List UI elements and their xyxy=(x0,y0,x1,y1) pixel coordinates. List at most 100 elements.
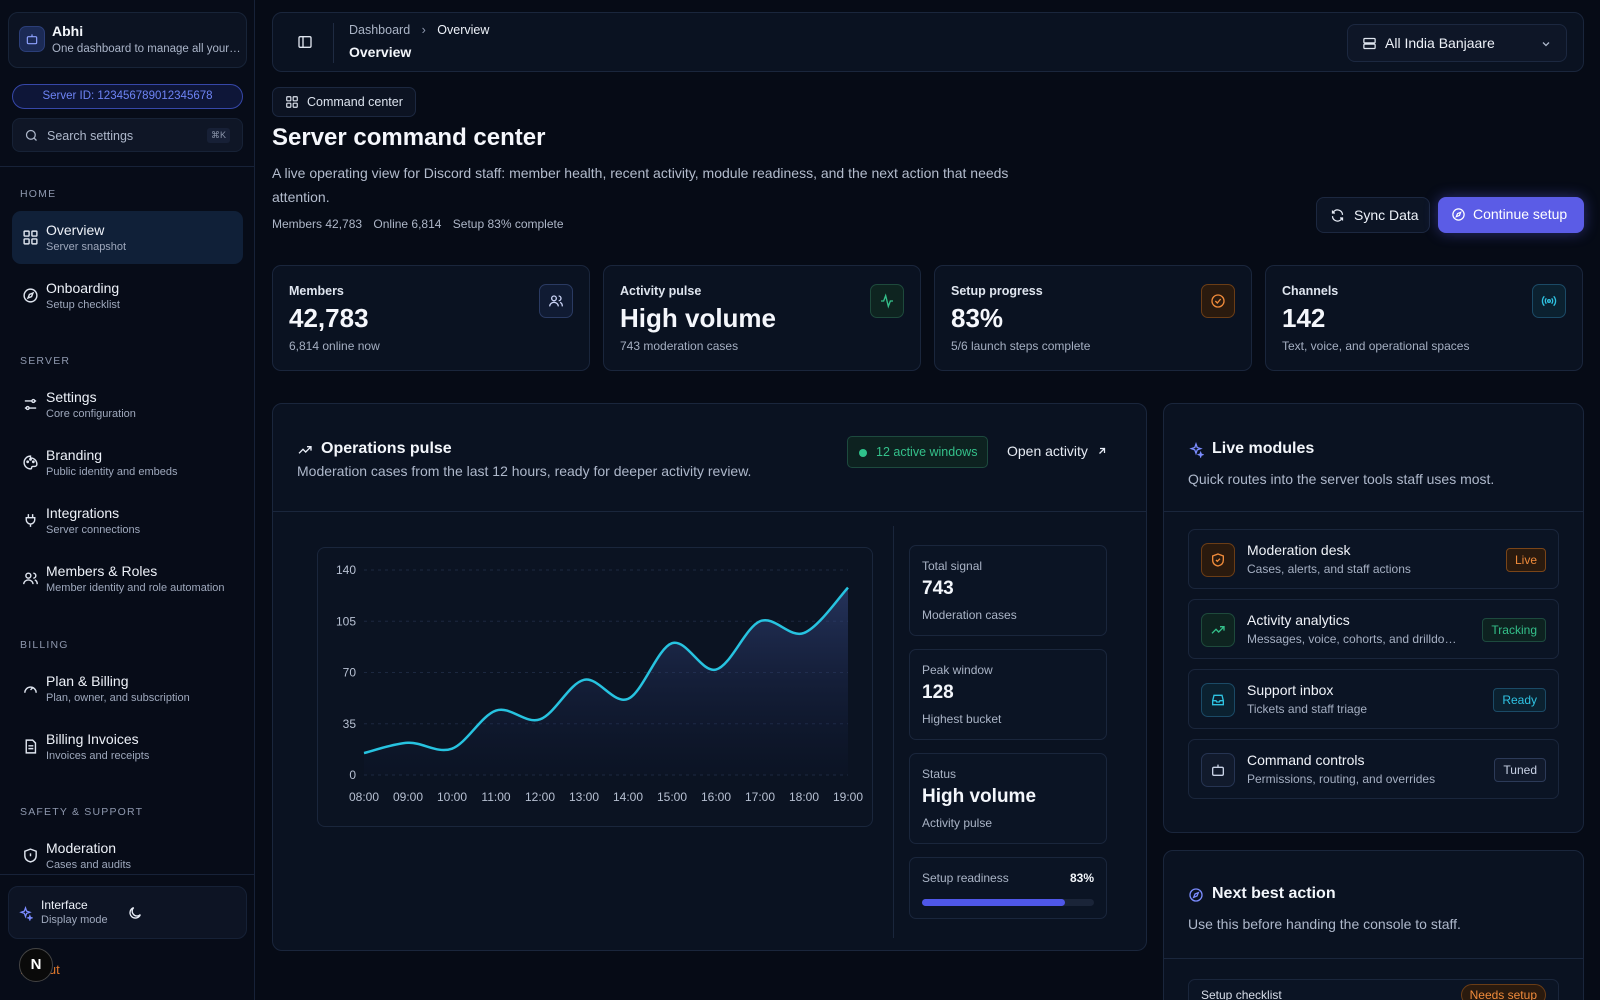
sidebar-item-label: Settings xyxy=(46,389,97,405)
x-tick-label: 15:00 xyxy=(657,790,687,804)
module-desc: Permissions, routing, and overrides xyxy=(1247,772,1436,786)
sidebar-item-sub: Invoices and receipts xyxy=(46,750,150,762)
server-select-value: All India Banjaare xyxy=(1385,35,1495,51)
readiness-progress-fill xyxy=(922,899,1065,906)
main-description: A live operating view for Discord staff:… xyxy=(272,165,1009,205)
topbar-separator xyxy=(333,23,334,63)
readiness-value: 83% xyxy=(1069,871,1094,885)
sidebar-item-plan-billing[interactable]: Plan & Billing Plan, owner, and subscrip… xyxy=(12,662,243,715)
stat-value: High volume xyxy=(620,303,777,333)
stat-label: Channels xyxy=(1282,284,1339,298)
trending-up-icon xyxy=(1201,613,1235,647)
breadcrumb: Dashboard › Overview xyxy=(349,23,489,37)
stat-sub: 743 moderation cases xyxy=(620,339,739,353)
sidebar-item-billing-invoices[interactable]: Billing Invoices Invoices and receipts xyxy=(12,720,243,773)
mini-label: Total signal xyxy=(922,559,983,573)
server-icon xyxy=(1363,37,1376,50)
x-tick-label: 14:00 xyxy=(613,790,643,804)
stat-card-activity[interactable]: Activity pulse High volume 743 moderatio… xyxy=(603,265,921,371)
module-command-controls[interactable]: Command controls Permissions, routing, a… xyxy=(1188,739,1559,799)
sidebar-item-integrations[interactable]: Integrations Server connections xyxy=(12,494,243,547)
chip-label: Command center xyxy=(307,95,403,109)
needs-setup-badge: Needs setup xyxy=(1460,984,1546,1000)
operations-pulse-panel: Operations pulse Moderation cases from t… xyxy=(272,403,1147,951)
stat-label: Setup progress xyxy=(951,284,1043,298)
section-server: SERVER xyxy=(20,355,71,367)
sidebar-item-onboarding[interactable]: Onboarding Setup checklist xyxy=(12,269,243,322)
sidebar-item-sub: Plan, owner, and subscription xyxy=(46,692,190,704)
sidebar-item-moderation[interactable]: Moderation Cases and audits xyxy=(12,829,243,882)
module-name: Moderation desk xyxy=(1247,542,1351,558)
users-icon xyxy=(23,572,38,585)
interface-label: Interface xyxy=(41,898,88,912)
sliders-icon xyxy=(24,398,37,411)
check-circle-icon xyxy=(1201,284,1235,318)
search-input[interactable]: Search settings ⌘K xyxy=(12,118,243,152)
x-tick-label: 18:00 xyxy=(789,790,819,804)
chevron-right-icon: › xyxy=(421,23,426,37)
trending-up-icon xyxy=(298,446,312,454)
x-tick-label: 17:00 xyxy=(745,790,775,804)
sidebar-divider xyxy=(0,166,255,167)
y-tick-label: 140 xyxy=(336,563,356,577)
module-status-badge: Ready xyxy=(1493,688,1546,712)
sparkles-icon xyxy=(1189,442,1204,458)
dashboard-icon xyxy=(23,230,38,245)
search-shortcut: ⌘K xyxy=(206,128,230,143)
area-fill xyxy=(364,587,848,775)
sidebar-item-label: Overview xyxy=(46,222,105,238)
sidebar-item-sub: Setup checklist xyxy=(46,299,120,311)
brand-card[interactable]: Abhi One dashboard to manage all your Di… xyxy=(8,12,247,68)
mini-sub: Highest bucket xyxy=(922,712,1002,726)
open-activity-link[interactable]: Open activity xyxy=(1007,443,1108,459)
x-tick-label: 13:00 xyxy=(569,790,599,804)
sidebar-item-label: Members & Roles xyxy=(46,563,158,579)
x-tick-label: 12:00 xyxy=(525,790,555,804)
module-activity-analytics[interactable]: Activity analytics Messages, voice, coho… xyxy=(1188,599,1559,659)
top-bar: Dashboard › Overview Overview All India … xyxy=(272,12,1584,72)
stat-value: 142 xyxy=(1282,303,1326,333)
mini-value: High volume xyxy=(922,786,1037,807)
gauge-icon xyxy=(24,686,37,693)
interface-toggle[interactable]: Interface Display mode xyxy=(8,886,247,939)
server-id-badge[interactable]: Server ID: 123456789012345678 xyxy=(12,84,243,109)
brand-name: Abhi xyxy=(52,23,84,39)
next-best-action-panel: Next best action Use this before handing… xyxy=(1163,850,1584,1000)
stat-card-setup[interactable]: Setup progress 83% 5/6 launch steps comp… xyxy=(934,265,1252,371)
setup-checklist-item[interactable]: Setup checklist Needs setup xyxy=(1188,979,1559,1000)
module-status-badge: Tracking xyxy=(1482,618,1546,642)
sidebar-item-sub: Core configuration xyxy=(46,408,136,420)
continue-setup-button[interactable]: Continue setup xyxy=(1438,197,1584,233)
section-home: HOME xyxy=(20,188,57,200)
users-icon xyxy=(539,284,573,318)
sidebar-item-settings[interactable]: Settings Core configuration xyxy=(12,378,243,431)
stat-label: Activity pulse xyxy=(620,284,702,298)
sidebar-item-overview[interactable]: Overview Server snapshot xyxy=(12,211,243,264)
header-meta: Members 42,783 Online 6,814 Setup 83% co… xyxy=(272,217,572,231)
brand-tagline: One dashboard to manage all your Discord… xyxy=(52,43,242,55)
module-support-inbox[interactable]: Support inbox Tickets and staff triage R… xyxy=(1188,669,1559,729)
moon-icon[interactable] xyxy=(127,905,143,921)
interface-sub: Display mode xyxy=(41,914,108,926)
status-dot xyxy=(859,449,867,457)
sidebar-item-branding[interactable]: Branding Public identity and embeds xyxy=(12,436,243,489)
checklist-label: Setup checklist xyxy=(1201,988,1282,1000)
server-select[interactable]: All India Banjaare xyxy=(1347,24,1567,62)
operations-vertical-divider xyxy=(893,526,894,938)
readiness-label: Setup readiness xyxy=(922,871,1009,885)
breadcrumb-root[interactable]: Dashboard xyxy=(349,23,411,37)
operations-divider xyxy=(273,511,1146,512)
avatar[interactable]: N xyxy=(19,948,53,982)
module-desc: Tickets and staff triage xyxy=(1247,702,1368,716)
mini-card-status: Status High volume Activity pulse xyxy=(909,753,1107,844)
module-desc: Messages, voice, cohorts, and drilldowns xyxy=(1247,632,1462,646)
sidebar-item-label: Moderation xyxy=(46,840,117,856)
sync-data-button[interactable]: Sync Data xyxy=(1316,197,1430,233)
readiness-progress-track xyxy=(922,899,1094,906)
stat-card-members[interactable]: Members 42,783 6,814 online now xyxy=(272,265,590,371)
stat-card-channels[interactable]: Channels 142 Text, voice, and operationa… xyxy=(1265,265,1583,371)
sidebar-item-sub: Member identity and role automation xyxy=(46,582,225,594)
sidebar-item-members-roles[interactable]: Members & Roles Member identity and role… xyxy=(12,552,243,605)
module-moderation-desk[interactable]: Moderation desk Cases, alerts, and staff… xyxy=(1188,529,1559,589)
sidebar-toggle-icon[interactable] xyxy=(297,34,313,50)
